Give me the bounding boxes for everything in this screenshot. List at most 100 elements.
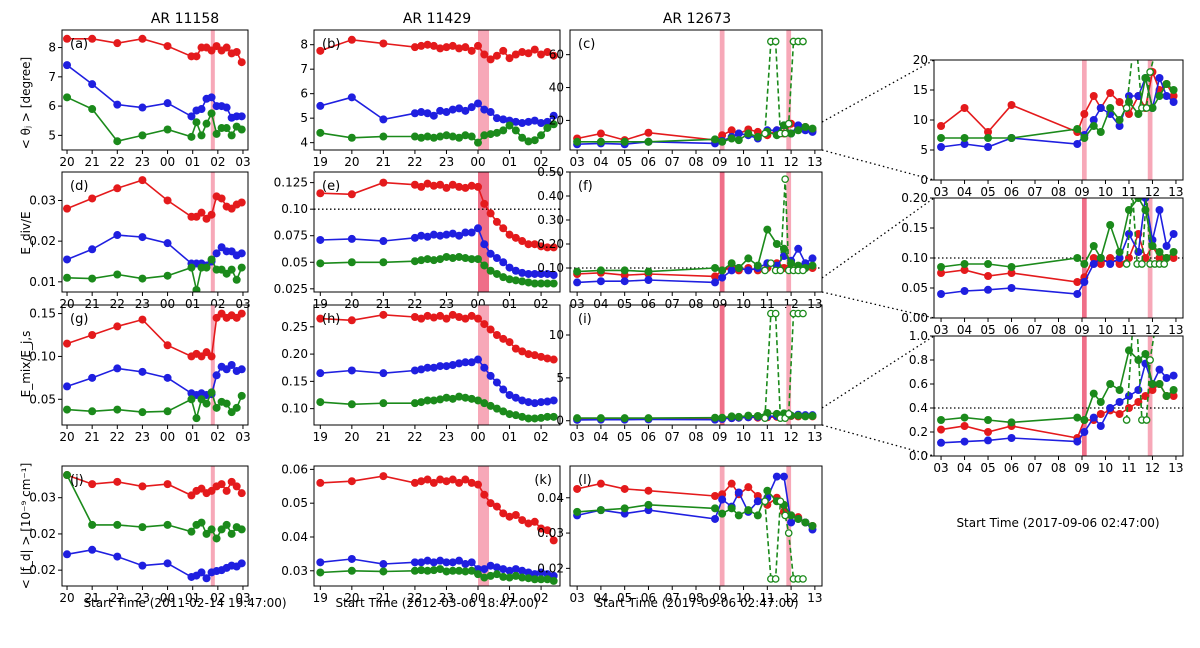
data-point-red	[474, 182, 482, 191]
data-point-green	[63, 405, 72, 414]
data-point-red	[113, 322, 122, 331]
data-point-green	[486, 130, 495, 139]
data-point-blue	[960, 287, 969, 295]
data-point-red	[492, 502, 501, 511]
data-point-green	[113, 270, 122, 279]
data-point-green	[467, 394, 476, 403]
data-point-blue	[1162, 242, 1171, 250]
panel-plot-area	[63, 172, 246, 292]
data-point-green	[937, 134, 946, 142]
data-point-red	[113, 39, 122, 48]
data-point-green	[1162, 254, 1171, 262]
data-point-blue	[518, 268, 527, 277]
data-point-green	[467, 132, 476, 141]
x-tick-label: 02	[533, 297, 548, 311]
data-point-red	[442, 314, 451, 323]
data-point-green	[573, 137, 582, 146]
data-point-red	[644, 486, 653, 495]
data-point-red	[1106, 89, 1115, 97]
data-point-blue	[417, 108, 426, 117]
data-point-red	[492, 51, 501, 60]
data-point-blue	[524, 568, 533, 577]
data-point-green	[316, 259, 325, 268]
data-point-red	[744, 483, 753, 492]
data-point-green	[573, 414, 582, 423]
data-point-blue	[492, 114, 501, 123]
column-title-ar12673: AR 12673	[663, 11, 731, 27]
data-point-blue	[480, 105, 489, 114]
x-tick-label: 00	[160, 430, 175, 444]
data-point-blue	[530, 116, 539, 125]
data-point-red	[429, 313, 438, 322]
data-point-blue	[1089, 260, 1098, 268]
data-point-red	[379, 178, 388, 187]
data-point-red	[410, 180, 419, 189]
data-point-green	[1155, 380, 1164, 388]
data-point-red	[436, 311, 445, 320]
data-point-red	[442, 43, 451, 52]
data-point-red	[347, 316, 356, 325]
x-tick-label: 01	[185, 591, 200, 605]
x-tick-label: 22	[407, 297, 422, 311]
data-point-red	[88, 194, 97, 203]
x-tick-label: 08	[1051, 323, 1066, 337]
data-point-blue	[442, 108, 451, 117]
x-tick-label: 02	[210, 155, 225, 169]
data-point-blue	[727, 266, 736, 275]
data-point-red	[448, 180, 457, 189]
data-point-blue	[63, 255, 72, 264]
data-point-green	[784, 529, 793, 537]
data-point-red	[455, 182, 464, 191]
data-point-green	[1007, 134, 1016, 142]
data-point-green	[530, 575, 539, 584]
x-tick-label: 21	[85, 591, 100, 605]
data-point-blue	[237, 559, 246, 568]
data-point-red	[1096, 260, 1105, 268]
xlabel-col3: Start Time (2017-09-06 02:47:00)	[595, 596, 798, 610]
data-point-blue	[596, 277, 605, 286]
y-tick-label: 40	[549, 81, 564, 95]
x-tick-label: 03	[235, 591, 250, 605]
data-point-blue	[1115, 122, 1124, 130]
data-point-green	[461, 254, 470, 263]
data-point-green	[1096, 398, 1105, 406]
data-point-green	[499, 126, 508, 135]
y-tick-label: 0.20	[281, 347, 308, 361]
data-point-green	[644, 414, 653, 423]
data-point-blue	[212, 249, 221, 258]
panel-plot-area	[63, 466, 246, 586]
panel-letter: (e)	[322, 179, 340, 194]
x-tick-label: 03	[933, 323, 948, 337]
data-point-blue	[436, 362, 445, 371]
data-point-blue	[113, 552, 122, 561]
data-point-blue	[984, 143, 993, 151]
data-point-blue	[448, 229, 457, 238]
y-tick-label: 0.20	[537, 237, 564, 251]
data-point-blue	[429, 558, 438, 567]
data-point-blue	[423, 232, 432, 241]
data-point-blue	[237, 112, 246, 121]
y-tick-label: 0.04	[281, 530, 308, 544]
data-point-blue	[505, 391, 514, 399]
y-tick-label: 0.15	[29, 307, 56, 321]
data-point-red	[442, 477, 451, 486]
data-point-green	[1148, 380, 1157, 388]
data-point-green	[518, 412, 527, 421]
data-point-red	[474, 314, 482, 323]
data-point-green	[767, 259, 775, 268]
y-tick-label: 0	[920, 173, 928, 187]
data-point-blue	[1096, 104, 1105, 112]
data-point-green	[718, 266, 727, 275]
y-tick-label: 15	[913, 83, 928, 97]
data-point-green	[1152, 51, 1158, 57]
data-point-red	[1115, 410, 1124, 418]
data-point-green	[984, 416, 993, 424]
data-point-green	[442, 393, 451, 402]
data-point-red	[596, 129, 605, 138]
data-point-green	[744, 411, 753, 420]
x-tick-label: 07	[665, 591, 680, 605]
data-point-red	[88, 331, 97, 339]
data-point-red	[88, 480, 97, 489]
data-point-green	[543, 279, 552, 288]
